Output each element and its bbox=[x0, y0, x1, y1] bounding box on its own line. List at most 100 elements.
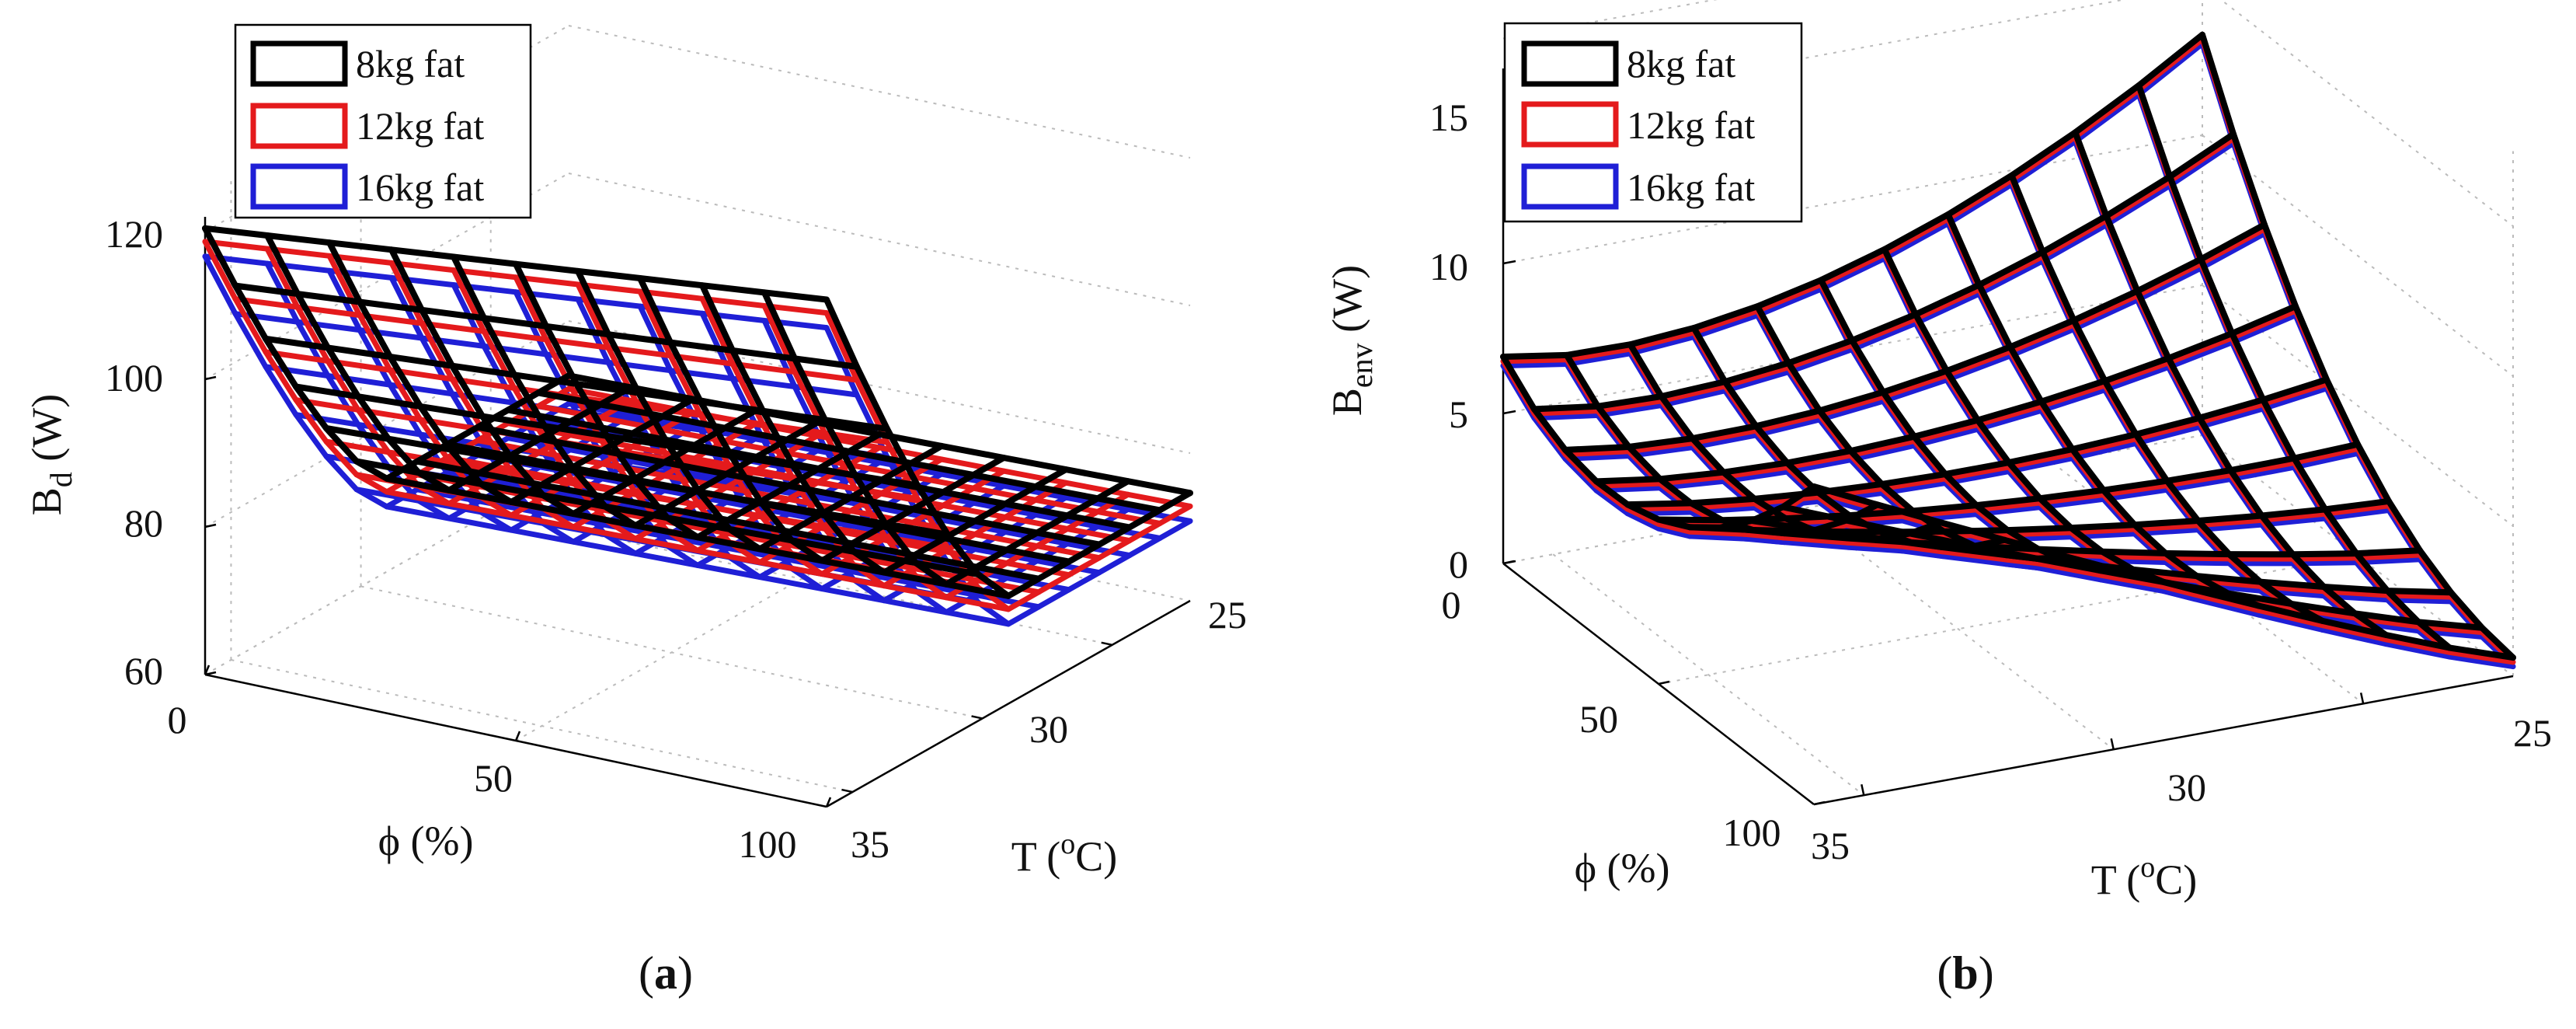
panel-b-legend-swatch-12kg bbox=[1521, 101, 1619, 148]
panel-a-ttick-25: 25 bbox=[1208, 593, 1247, 637]
panel-b-mesh-s1-phi1 bbox=[1531, 135, 2237, 417]
panel-a-phitick-100: 100 bbox=[739, 822, 797, 866]
panel-b-mesh-s2-t0 bbox=[1500, 354, 1817, 531]
panel-a-mesh-s2-t6 bbox=[384, 475, 1011, 599]
panel-a-ztick-mark2 bbox=[204, 375, 217, 381]
panel-b-mesh-s1-phi0 bbox=[1500, 37, 2205, 365]
panel-a-mesh-s2-t1 bbox=[232, 282, 860, 370]
panel-b-gridline-zb3 bbox=[2219, 0, 2514, 227]
panel-b-legend-label-16kg: 16kg fat bbox=[1627, 166, 1755, 209]
panel-b-ttick-mark2 bbox=[1861, 783, 1865, 796]
panel-a-mesh-s0-t0 bbox=[202, 253, 830, 331]
panel-b-caption: (b) bbox=[1937, 947, 1993, 999]
panel-a-gridline-zb2 bbox=[568, 173, 1191, 306]
panel-a-gridline-t2 bbox=[231, 659, 853, 794]
panel-b-t-axis-label: T (oC) bbox=[2091, 851, 2198, 903]
panel-a-legend-label-8kg: 8kg fat bbox=[356, 42, 465, 85]
panel-b-ztick-mark2 bbox=[1502, 260, 1516, 265]
panel-b-mesh-s2-t6 bbox=[1881, 246, 2198, 594]
panel-a-mesh-s2-t7 bbox=[414, 458, 1042, 582]
panel-b-ttick-mark0 bbox=[2359, 692, 2365, 704]
panel-b-mesh-s2-t5 bbox=[1818, 277, 2136, 577]
panel-a-mesh-s2-t11 bbox=[535, 389, 1163, 514]
panel-a-z-axis-label: Bd (W) bbox=[23, 394, 78, 515]
panel-a-mesh-s1-t0 bbox=[202, 239, 830, 316]
panel-b-ttick-25: 25 bbox=[2513, 711, 2552, 755]
panel-a-ztick-80: 80 bbox=[124, 501, 163, 545]
panel-a-mesh-s2-t5 bbox=[353, 458, 981, 577]
panel-b-ztick-0: 0 bbox=[1449, 542, 1468, 586]
panel-a-phitick-mark1 bbox=[514, 731, 521, 741]
panel-b-gridline-zb2 bbox=[2202, 134, 2514, 377]
panel-a-ttick-mark1 bbox=[971, 715, 983, 720]
panel-b-mesh-s2-t11 bbox=[2199, 31, 2516, 661]
panel-a-mesh-s2-t0 bbox=[202, 225, 830, 303]
panel-b-ttick-35: 35 bbox=[1811, 824, 1850, 867]
panel-a-ztick-100: 100 bbox=[105, 356, 163, 399]
panel-b-phitick-mark1 bbox=[1658, 680, 1670, 685]
panel-b-ztick-10: 10 bbox=[1429, 245, 1468, 288]
panel-b-mesh-s1-phi4 bbox=[1624, 381, 2330, 512]
panel-b-mesh-s2-phi0 bbox=[1500, 31, 2205, 360]
panel-b-ztick-mark1 bbox=[1502, 410, 1516, 415]
panel-a-ztick-mark0 bbox=[204, 671, 217, 676]
panel-a-ttick-mark2 bbox=[841, 788, 853, 794]
panel-b-mesh-s0-phi4 bbox=[1624, 385, 2330, 517]
panel-a-gridline-zb1 bbox=[568, 320, 1191, 454]
panel-a-gridline-zb3 bbox=[568, 25, 1191, 159]
panel-b-mesh-s1-phi2 bbox=[1562, 226, 2268, 458]
panel-a-ztick-120: 120 bbox=[105, 212, 163, 256]
panel-a-mesh-s2-t10 bbox=[505, 406, 1133, 531]
panel-b-mesh-s2-phi4 bbox=[1624, 376, 2330, 508]
panel-b-ztick-15: 15 bbox=[1429, 96, 1468, 139]
panel-a-phitick-0: 0 bbox=[168, 698, 187, 741]
panel-b-ttick-mark1 bbox=[2110, 738, 2115, 750]
panel-b-mesh-s2-t3 bbox=[1690, 325, 2008, 550]
panel-b-phitick-50: 50 bbox=[1579, 697, 1618, 741]
panel-a-legend-swatch-12kg bbox=[250, 103, 348, 149]
panel-a-phitick-mark0 bbox=[204, 664, 211, 675]
panel-a-legend-swatch-8kg bbox=[250, 40, 348, 87]
panel-b-mesh-s2-t7 bbox=[1944, 211, 2262, 609]
panel-a-t-axis-label: T (oC) bbox=[1011, 828, 1118, 880]
panel-b-legend-label-8kg: 8kg fat bbox=[1627, 42, 1735, 85]
panel-b-mesh-s0-phi3 bbox=[1593, 312, 2299, 494]
panel-b-gridline-z2 bbox=[1502, 134, 2203, 264]
panel-b-mesh-s2-t8 bbox=[2008, 172, 2326, 624]
panel-b-mesh-s2-phi5 bbox=[1655, 441, 2361, 524]
panel-b-gridline-phi1 bbox=[1658, 555, 2358, 685]
panel-a-ztick-mark1 bbox=[204, 523, 217, 528]
panel-a-phi-axis-label: ϕ (%) bbox=[378, 818, 474, 864]
panel-b-mesh-s2-t9 bbox=[2072, 129, 2390, 638]
panel-a-legend-swatch-16kg bbox=[250, 163, 348, 210]
panel-a-axes bbox=[204, 217, 1191, 808]
panel-b-mesh-s0-phi1 bbox=[1531, 140, 2237, 421]
panel-a-gridline-t0 bbox=[490, 511, 1112, 646]
panel-a-mesh-s1-t6 bbox=[384, 489, 1011, 612]
panel-b-legend-label-12kg: 12kg fat bbox=[1627, 103, 1755, 147]
panel-a-ttick-35: 35 bbox=[851, 822, 889, 866]
panel-b-legend-swatch-16kg bbox=[1521, 163, 1619, 210]
panel-b-mesh-s0-phi2 bbox=[1562, 231, 2268, 462]
panel-a-mesh-s1-t1 bbox=[232, 296, 860, 383]
panel-b-gridline-t2 bbox=[1552, 553, 1864, 797]
panel-a-legend: 8kg fat 12kg fat 16kg fat bbox=[234, 23, 532, 219]
panel-b-z-axis-label: Benv (W) bbox=[1324, 265, 1379, 416]
panel-b-phitick-mark0 bbox=[1502, 560, 1515, 565]
panel-b-chart: 0 5 10 15 0 50 100 35 30 25 Benv (W) ϕ (… bbox=[1324, 0, 2552, 999]
panel-b-ztick-5: 5 bbox=[1449, 392, 1468, 436]
panel-b-gridline-z3 bbox=[1502, 0, 2126, 114]
panel-a-ztick-60: 60 bbox=[124, 649, 163, 692]
panel-b-mesh-s2-t10 bbox=[2136, 82, 2453, 651]
panel-b-mesh-s0-phi0 bbox=[1500, 40, 2205, 369]
panel-a-phitick-50: 50 bbox=[474, 756, 513, 800]
panel-b-phi-axis-label: ϕ (%) bbox=[1575, 845, 1670, 891]
panel-b-mesh-s2-phi1 bbox=[1531, 131, 2237, 413]
panel-a-legend-label-12kg: 12kg fat bbox=[356, 104, 484, 148]
panel-b-mesh-s2-phi3 bbox=[1593, 303, 2299, 485]
panel-b-axes bbox=[1502, 68, 2514, 806]
panel-a-ttick-mark0 bbox=[1101, 641, 1112, 647]
panel-b-surfaces bbox=[1500, 31, 2516, 670]
panel-a-mesh-s2-t12 bbox=[566, 372, 1193, 497]
panel-b-phitick-mark2 bbox=[1813, 801, 1826, 806]
